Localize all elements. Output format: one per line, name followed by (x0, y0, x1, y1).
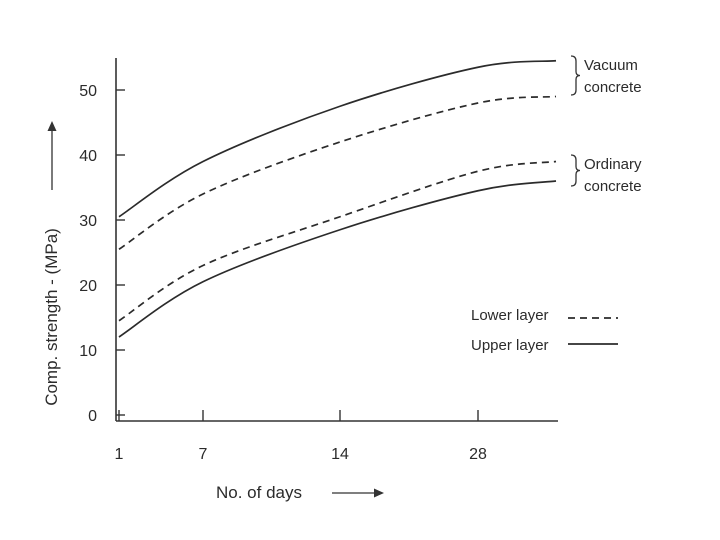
x-tick-label: 28 (469, 446, 487, 463)
y-tick-label: 10 (79, 343, 97, 360)
series-line-vacuum-concrete-upper-layer (118, 59, 557, 218)
y-tick-label: 20 (79, 278, 97, 295)
ordinary-brace (570, 154, 581, 187)
ordinary-label-line2: concrete (584, 178, 642, 195)
x-tick-label: 1 (115, 446, 124, 463)
y-tick-label: 0 (88, 408, 97, 425)
series-line-ordinary-concrete-upper-layer (118, 180, 557, 338)
vacuum-label-line2: concrete (584, 79, 642, 96)
annotations: Vacuum concrete Ordinary concrete Lower laye… (471, 55, 642, 354)
series-line-vacuum-concrete-lower-layer (118, 95, 557, 250)
y-tick-label: 50 (79, 83, 97, 100)
ordinary-label-line1: Ordinary (584, 156, 642, 173)
x-axis-label: No. of days (216, 483, 302, 502)
legend-label-upper-layer: Upper layer (471, 337, 549, 354)
x-tick-label: 14 (331, 446, 349, 463)
y-axis-label: Comp. strength - (MPa) (42, 228, 61, 406)
x-axis-arrow-head (374, 488, 384, 498)
vacuum-brace (570, 55, 581, 96)
x-tick-label: 7 (199, 446, 208, 463)
plot-area (118, 59, 557, 338)
axes: 0 10 20 30 40 50 1 7 14 28 No. of days Comp. streng… (42, 58, 558, 502)
y-axis-arrow-head (47, 121, 57, 131)
y-tick-label: 40 (79, 148, 97, 165)
series-line-ordinary-concrete-lower-layer (118, 160, 557, 322)
y-tick-label: 30 (79, 213, 97, 230)
vacuum-label-line1: Vacuum (584, 57, 638, 74)
legend-label-lower-layer: Lower layer (471, 307, 549, 324)
